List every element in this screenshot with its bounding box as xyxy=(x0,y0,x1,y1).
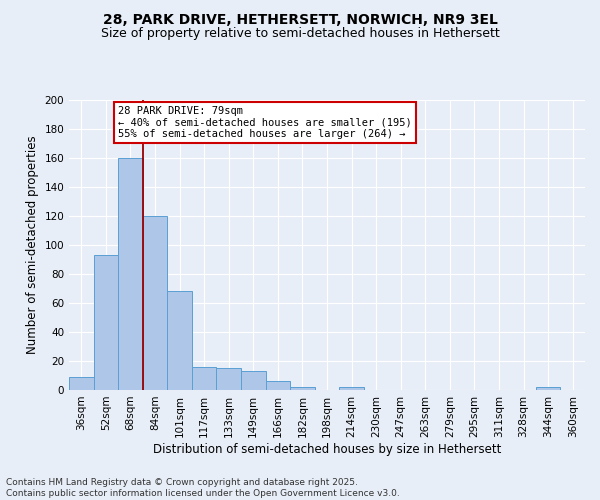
Bar xyxy=(192,367,217,390)
Bar xyxy=(118,158,143,390)
Text: 28, PARK DRIVE, HETHERSETT, NORWICH, NR9 3EL: 28, PARK DRIVE, HETHERSETT, NORWICH, NR9… xyxy=(103,12,497,26)
Bar xyxy=(266,382,290,390)
Bar xyxy=(167,292,192,390)
Text: Contains HM Land Registry data © Crown copyright and database right 2025.
Contai: Contains HM Land Registry data © Crown c… xyxy=(6,478,400,498)
Text: 28 PARK DRIVE: 79sqm
← 40% of semi-detached houses are smaller (195)
55% of semi: 28 PARK DRIVE: 79sqm ← 40% of semi-detac… xyxy=(118,106,412,139)
Bar xyxy=(143,216,167,390)
Bar xyxy=(536,387,560,390)
X-axis label: Distribution of semi-detached houses by size in Hethersett: Distribution of semi-detached houses by … xyxy=(153,442,501,456)
Bar xyxy=(290,387,315,390)
Y-axis label: Number of semi-detached properties: Number of semi-detached properties xyxy=(26,136,39,354)
Bar xyxy=(94,255,118,390)
Bar xyxy=(69,377,94,390)
Bar xyxy=(241,371,266,390)
Bar xyxy=(217,368,241,390)
Text: Size of property relative to semi-detached houses in Hethersett: Size of property relative to semi-detach… xyxy=(101,28,499,40)
Bar xyxy=(339,387,364,390)
